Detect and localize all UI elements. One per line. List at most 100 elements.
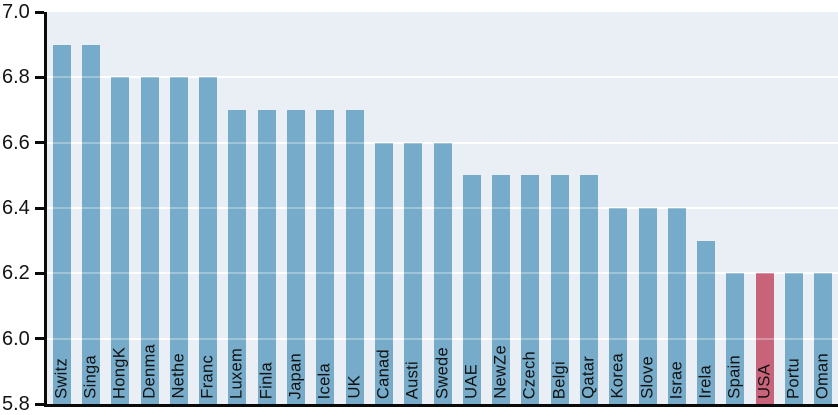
bar-newze	[492, 175, 511, 404]
gridline	[47, 76, 838, 79]
y-tick-label: 6.6	[2, 131, 30, 154]
y-tick-label: 5.8	[2, 393, 30, 415]
bar-slot-portu: Portu	[779, 12, 808, 404]
bar-label-czech: Czech	[520, 350, 539, 399]
bar-label-japan: Japan	[286, 352, 305, 399]
bar-slot-singa: Singa	[76, 12, 105, 404]
bar-belgi	[550, 175, 569, 404]
bar-label-switz: Switz	[52, 358, 71, 399]
bar-label-nethe: Nethe	[169, 353, 188, 399]
bar-label-uk: UK	[345, 375, 364, 399]
bar-slot-swede: Swede	[428, 12, 457, 404]
gridline	[47, 141, 838, 144]
bar-uk	[345, 110, 364, 404]
bar-qatar	[579, 175, 598, 404]
bar-canad	[374, 142, 393, 404]
bar-slot-finla: Finla	[252, 12, 281, 404]
bar-slove	[638, 208, 657, 404]
bar-spain	[726, 273, 745, 404]
bar-label-usa: USA	[755, 364, 774, 399]
bar-slot-qatar: Qatar	[574, 12, 603, 404]
bar-hongk	[111, 77, 130, 404]
y-tick-mark	[35, 206, 44, 210]
bar-switz	[52, 44, 71, 404]
bar-slot-canad: Canad	[369, 12, 398, 404]
bars-container: Switz Singa HongK Denma Nethe Franc Luxem Finla…	[47, 12, 838, 404]
bar-label-spain: Spain	[725, 355, 744, 399]
bar-label-slove: Slove	[638, 356, 657, 399]
bar-uae	[462, 175, 481, 404]
bar-label-newze: NewZe	[491, 345, 510, 399]
y-axis: 7.0 6.8 6.6 6.4 6.2 6.0 5.8	[0, 0, 44, 415]
bar-irela	[697, 240, 716, 404]
bar-label-uae: UAE	[462, 364, 481, 399]
y-tick-mark	[35, 141, 44, 145]
bar-slot-icela: Icela	[311, 12, 340, 404]
y-tick-mark	[35, 337, 44, 341]
bar-label-austi: Austi	[403, 360, 422, 399]
plot-area: Switz Singa HongK Denma Nethe Franc Luxem Finla…	[44, 12, 838, 407]
bar-slot-switz: Switz	[47, 12, 76, 404]
bar-luxem	[228, 110, 247, 404]
y-tick-mark	[35, 402, 44, 406]
bar-slot-japan: Japan	[281, 12, 310, 404]
bar-label-hongk: HongK	[110, 347, 129, 399]
bar-slot-israe: Israe	[662, 12, 691, 404]
bar-franc	[199, 77, 218, 404]
bar-label-singa: Singa	[81, 355, 100, 399]
bar-label-franc: Franc	[198, 355, 217, 399]
bar-label-qatar: Qatar	[579, 356, 598, 399]
y-tick-label: 6.2	[2, 262, 30, 285]
bar-label-portu: Portu	[784, 358, 803, 399]
bar-denma	[140, 77, 159, 404]
bar-slot-uk: UK	[340, 12, 369, 404]
bar-label-oman: Oman	[813, 352, 832, 399]
bar-slot-franc: Franc	[193, 12, 222, 404]
bar-slot-korea: Korea	[604, 12, 633, 404]
bar-label-korea: Korea	[608, 353, 627, 399]
bar-austi	[404, 142, 423, 404]
bar-slot-irela: Irela	[692, 12, 721, 404]
bar-slot-luxem: Luxem	[223, 12, 252, 404]
bar-korea	[609, 208, 628, 404]
bar-label-israe: Israe	[667, 360, 686, 399]
bar-oman	[814, 273, 833, 404]
bar-slot-uae: UAE	[457, 12, 486, 404]
y-tick-label: 7.0	[2, 1, 30, 23]
bar-icela	[316, 110, 335, 404]
bar-label-swede: Swede	[433, 347, 451, 399]
bar-nethe	[169, 77, 188, 404]
bar-slot-austi: Austi	[399, 12, 428, 404]
bar-label-luxem: Luxem	[227, 347, 246, 399]
bar-slot-spain: Spain	[721, 12, 750, 404]
bar-slot-nethe: Nethe	[164, 12, 193, 404]
y-tick-label: 6.0	[2, 327, 30, 350]
y-tick-mark	[35, 75, 44, 79]
bar-israe	[667, 208, 686, 404]
bar-usa	[755, 273, 774, 404]
bar-label-canad: Canad	[374, 348, 393, 399]
bar-label-irela: Irela	[696, 365, 715, 399]
bar-slot-hongk: HongK	[106, 12, 135, 404]
bar-portu	[785, 273, 804, 404]
bar-japan	[287, 110, 306, 404]
bar-slot-slove: Slove	[633, 12, 662, 404]
bar-label-icela: Icela	[315, 362, 334, 399]
bar-slot-belgi: Belgi	[545, 12, 574, 404]
y-tick-label: 6.8	[2, 66, 30, 89]
bar-slot-denma: Denma	[135, 12, 164, 404]
bar-slot-czech: Czech	[516, 12, 545, 404]
bar-singa	[81, 44, 100, 404]
y-tick-mark	[35, 271, 44, 275]
bar-czech	[521, 175, 540, 404]
bar-label-belgi: Belgi	[550, 360, 569, 399]
bar-slot-newze: NewZe	[486, 12, 515, 404]
bar-label-finla: Finla	[257, 361, 276, 399]
bar-slot-oman: Oman	[809, 12, 838, 404]
bar-swede	[433, 142, 452, 404]
bar-slot-usa: USA	[750, 12, 779, 404]
bar-finla	[257, 110, 276, 404]
y-tick-mark	[35, 10, 44, 14]
bar-label-denma: Denma	[140, 344, 159, 399]
